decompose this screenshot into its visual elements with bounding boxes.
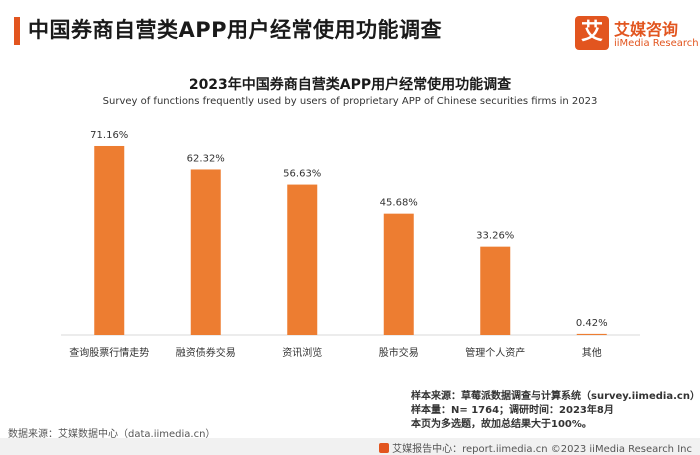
category-label-1: 查询股票行情走势 bbox=[69, 346, 149, 359]
bar-2 bbox=[190, 169, 221, 335]
footer-bar bbox=[0, 438, 700, 455]
data-label-1: 71.16% bbox=[90, 130, 128, 141]
bar-3 bbox=[287, 184, 318, 335]
page-title: 中国券商自营类APP用户经常使用功能调查 bbox=[28, 18, 443, 42]
bar-1 bbox=[94, 145, 125, 335]
title-accent-bar bbox=[14, 17, 20, 45]
report-center-icon bbox=[379, 443, 390, 453]
logo-name-en: iiMedia Research bbox=[614, 38, 699, 49]
data-label-4: 45.68% bbox=[380, 198, 418, 209]
logo-name-cn: 艾媒咨询 bbox=[614, 20, 679, 39]
logo-mark: 艾 bbox=[575, 16, 609, 50]
category-label-4: 股市交易 bbox=[379, 346, 419, 359]
multi-choice-note: 本页为多选题，故加总结果大于100%。 bbox=[411, 419, 592, 430]
iimedia-logo: 艾 艾媒咨询 iiMedia Research bbox=[575, 16, 699, 56]
bar-4 bbox=[383, 213, 414, 335]
bar-6 bbox=[576, 333, 607, 335]
data-label-3: 56.63% bbox=[283, 169, 321, 180]
footer-text: 艾媒报告中心：report.iimedia.cn ©2023 iiMedia R… bbox=[392, 444, 692, 455]
data-label-6: 0.42% bbox=[576, 318, 608, 329]
sample-source-note: 样本来源：草莓派数据调查与计算系统（survey.iimedia.cn） bbox=[411, 391, 700, 402]
chart-title: 2023年中国券商自营类APP用户经常使用功能调查 bbox=[188, 77, 512, 93]
category-label-2: 融资债券交易 bbox=[176, 346, 236, 359]
sample-size-note: 样本量：N= 1764；调研时间：2023年8月 bbox=[411, 405, 614, 416]
category-label-5: 管理个人资产 bbox=[465, 346, 525, 359]
bar-5 bbox=[480, 246, 511, 335]
category-label-3: 资讯浏览 bbox=[282, 346, 322, 359]
footer: 艾媒报告中心：report.iimedia.cn ©2023 iiMedia R… bbox=[379, 440, 692, 455]
chart-subtitle: Survey of functions frequently used by u… bbox=[102, 96, 598, 107]
category-label-6: 其他 bbox=[582, 346, 602, 359]
data-label-5: 33.26% bbox=[476, 231, 514, 242]
data-label-2: 62.32% bbox=[187, 153, 225, 164]
data-source: 数据来源：艾媒数据中心（data.iimedia.cn） bbox=[8, 429, 216, 440]
